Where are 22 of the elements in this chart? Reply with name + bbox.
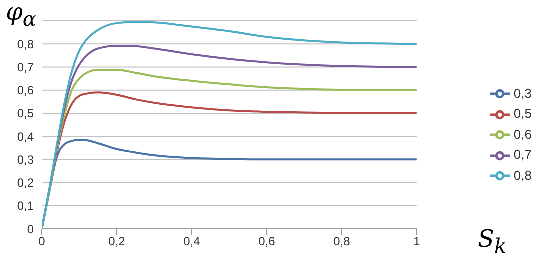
y-tick-label: 0,1 — [17, 199, 34, 214]
legend-label: 0,8 — [514, 168, 532, 183]
y-tick-label: 0,5 — [17, 106, 34, 121]
y-tick-label: 0,3 — [17, 152, 34, 167]
x-tick-label: 0,4 — [184, 234, 201, 249]
x-tick-label: 0,6 — [258, 234, 276, 249]
y-tick-label: 0,7 — [17, 60, 34, 74]
y-tick-label: 0,8 — [17, 37, 34, 52]
y-tick-label: 0,6 — [17, 84, 34, 98]
y-tick-label: 0,2 — [17, 176, 34, 190]
x-tick-label: 0,8 — [334, 234, 351, 249]
x-tick-label: 0 — [38, 234, 46, 249]
x-axis-title: S$_{k}$ — [478, 225, 507, 258]
y-tick-label: 0,4 — [17, 130, 34, 144]
legend-label: 0,5 — [514, 106, 532, 122]
y-tick-label: 0 — [27, 222, 34, 236]
y-axis-title: φ$_{α}$ — [6, 0, 36, 31]
legend-label: 0,7 — [514, 147, 532, 162]
x-tick-label: 0,2 — [108, 234, 126, 249]
legend-label: 0,3 — [514, 86, 532, 101]
legend-label: 0,6 — [514, 126, 532, 142]
x-tick-label: 1 — [414, 234, 421, 249]
